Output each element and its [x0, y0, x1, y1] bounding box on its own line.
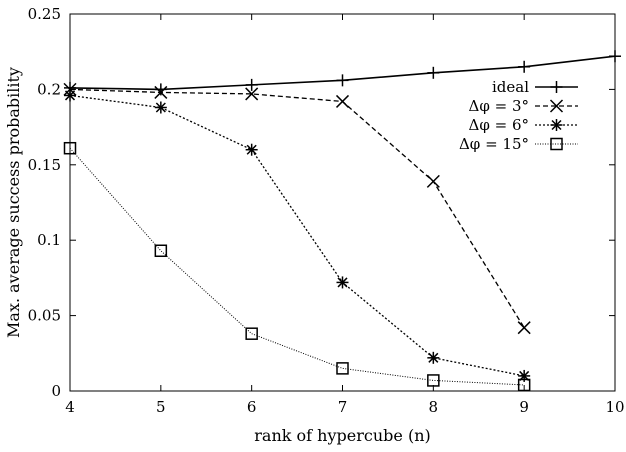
data-point: [427, 66, 440, 79]
data-point: [245, 143, 258, 156]
x-tick-label: 7: [338, 398, 348, 416]
series-2: [64, 89, 531, 382]
series-group: [63, 50, 621, 392]
data-point: [609, 50, 621, 63]
legend-marker: [549, 99, 564, 113]
data-point: [517, 321, 531, 335]
data-point: [518, 60, 531, 73]
legend-label: Δφ = 3°: [469, 97, 529, 115]
data-point: [517, 378, 531, 392]
data-point: [336, 74, 349, 87]
series-line: [69, 94, 525, 377]
legend-item-1: Δφ = 3°: [469, 97, 578, 115]
x-tick-label: 10: [605, 398, 624, 416]
data-point: [426, 174, 440, 188]
series-line: [69, 88, 525, 329]
x-axis-label: rank of hypercube (n): [254, 426, 430, 445]
series-1: [63, 82, 531, 335]
y-tick-label: 0.1: [37, 231, 61, 249]
legend-label: Δφ = 15°: [459, 135, 529, 153]
data-point: [336, 276, 349, 289]
x-tick-label: 4: [65, 398, 75, 416]
data-point: [154, 101, 167, 114]
y-tick-label: 0.15: [28, 156, 61, 174]
data-point: [154, 83, 167, 96]
series-line: [69, 147, 525, 386]
data-point: [245, 78, 258, 91]
data-point: [245, 327, 258, 340]
data-point: [245, 87, 259, 101]
series-3: [63, 141, 531, 392]
legend-item-0: ideal: [492, 78, 578, 96]
legend-item-2: Δφ = 6°: [469, 116, 578, 134]
data-point: [427, 351, 440, 364]
y-tick-label: 0: [51, 382, 61, 400]
x-tick-label: 6: [247, 398, 257, 416]
data-point: [64, 89, 76, 102]
axes: 4 5 6 7 8 9 10 0 0.05 0.1 0.15 0.2 0.25 rank of hyper…: [4, 5, 625, 445]
data-point: [335, 94, 350, 108]
data-point: [154, 244, 168, 258]
legend-item-3: Δφ = 15°: [459, 135, 578, 153]
legend-marker: [550, 81, 563, 93]
y-tick-label: 0.2: [37, 80, 61, 98]
data-point: [154, 85, 168, 99]
y-axis-label: Max. average success probability: [4, 67, 23, 338]
data-point: [427, 374, 440, 387]
legend-marker: [550, 119, 563, 131]
data-point: [63, 82, 77, 96]
y-tick-label: 0.05: [28, 307, 61, 325]
data-point: [336, 362, 349, 375]
x-tick-label: 9: [519, 398, 529, 416]
x-tick-label: 8: [429, 398, 439, 416]
legend-marker: [550, 137, 563, 151]
legend-label: ideal: [492, 78, 529, 96]
x-tick-label: 5: [156, 398, 166, 416]
plot-frame: [69, 13, 616, 392]
y-tick-label: 0.25: [28, 5, 61, 23]
legend-label: Δφ = 6°: [469, 116, 529, 134]
series-0: [64, 50, 621, 96]
data-point: [63, 141, 77, 155]
